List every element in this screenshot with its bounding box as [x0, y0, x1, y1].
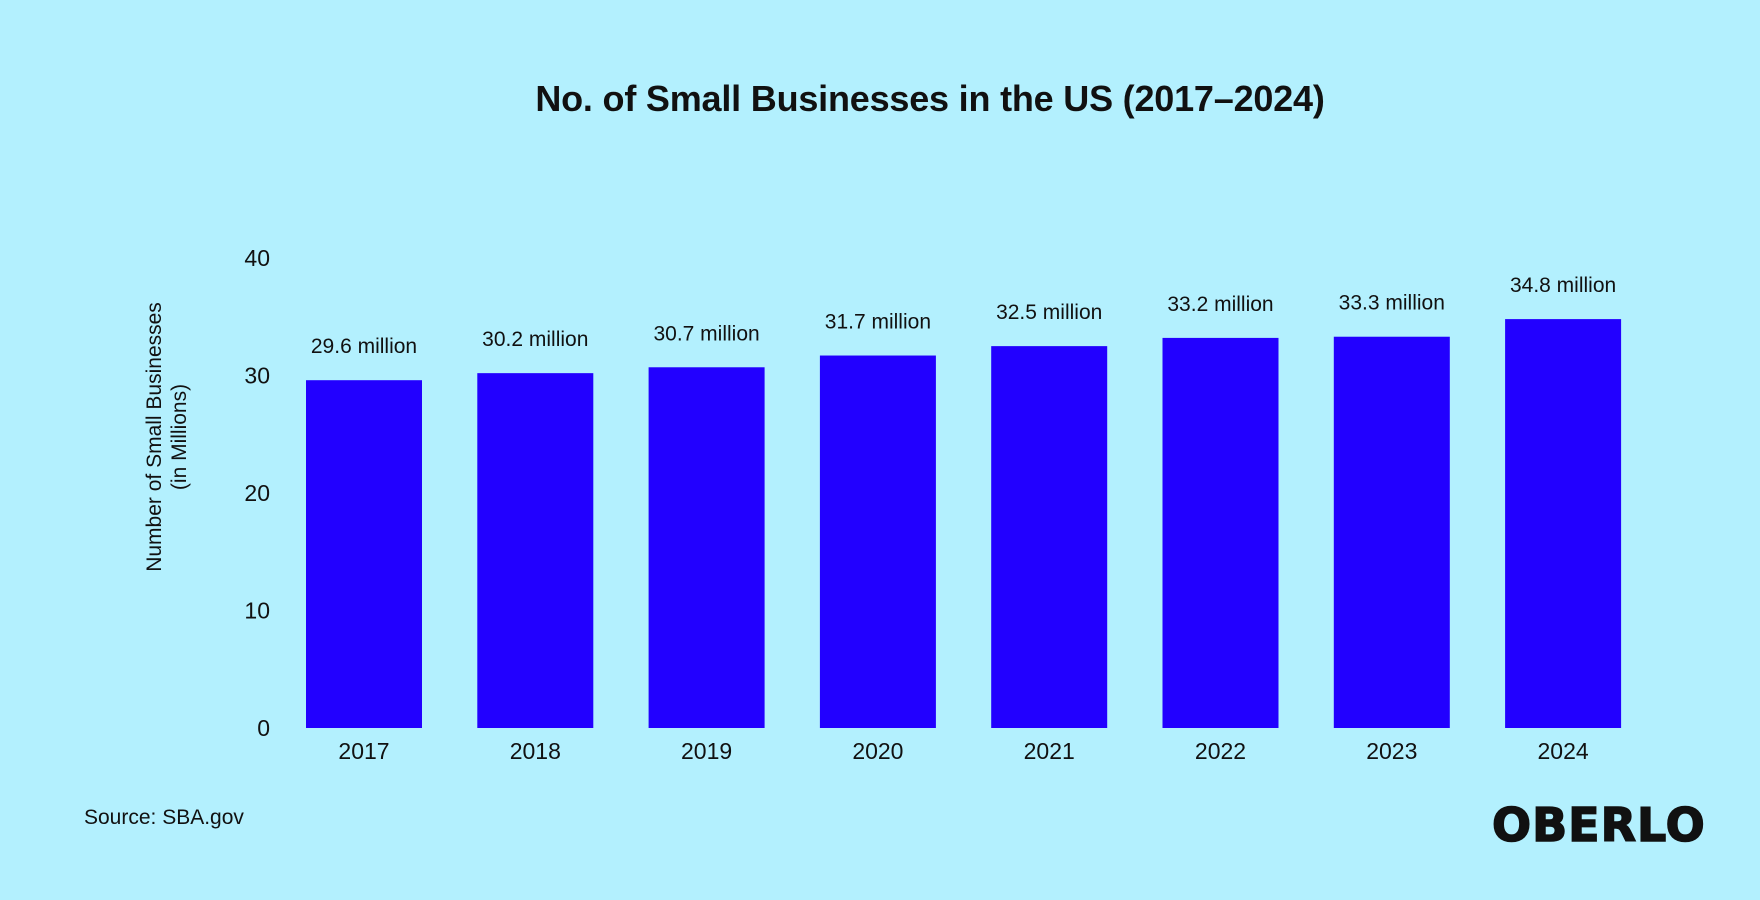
x-axis-ticks: 2017 2018 2019 2020 2021 2022 2023 2024 — [338, 738, 1588, 764]
bar-value-label: 33.3 million — [1339, 292, 1445, 315]
x-tick-label: 2024 — [1538, 738, 1589, 764]
x-tick-label: 2021 — [1024, 738, 1075, 764]
bar — [306, 380, 422, 728]
y-axis-ticks: 0 10 20 30 40 — [244, 245, 270, 741]
bar — [819, 355, 936, 728]
y-axis-label-line-1: Number of Small Businesses — [143, 302, 166, 572]
bar — [1505, 319, 1622, 728]
bar — [477, 373, 594, 728]
bar-value-label: 30.2 million — [482, 328, 588, 351]
bar — [991, 346, 1108, 728]
x-tick-label: 2018 — [510, 738, 561, 764]
source-note: Source: SBA.gov — [84, 806, 244, 829]
x-tick-label: 2017 — [338, 738, 389, 764]
x-tick-label: 2020 — [852, 738, 903, 764]
bars — [306, 319, 1622, 728]
bar-value-label: 31.7 million — [825, 311, 931, 334]
y-axis-label: Number of Small Businesses (in Millions) — [143, 302, 191, 572]
bar-value-label: 29.6 million — [311, 335, 417, 358]
x-tick-label: 2023 — [1366, 738, 1417, 764]
bar-value-label: 32.5 million — [996, 301, 1102, 324]
bar-value-label: 33.2 million — [1167, 293, 1273, 316]
y-tick-label: 20 — [244, 480, 270, 506]
bar — [1162, 337, 1279, 728]
y-tick-label: 10 — [244, 598, 270, 624]
y-tick-label: 30 — [244, 363, 270, 389]
y-tick-label: 0 — [257, 715, 270, 741]
y-axis-label-line-2: (in Millions) — [168, 384, 191, 490]
x-tick-label: 2019 — [681, 738, 732, 764]
oberlo-logo: OBERLO — [1491, 797, 1706, 853]
bar-value-label: 34.8 million — [1510, 274, 1616, 297]
y-tick-label: 40 — [244, 245, 270, 271]
data-labels: 29.6 million 30.2 million 30.7 million 31.7… — [311, 274, 1616, 358]
bar — [648, 367, 765, 728]
chart-title: No. of Small Businesses in the US (2017–… — [535, 78, 1325, 119]
bar-value-label: 30.7 million — [653, 322, 759, 345]
bar — [1333, 336, 1450, 728]
x-tick-label: 2022 — [1195, 738, 1246, 764]
